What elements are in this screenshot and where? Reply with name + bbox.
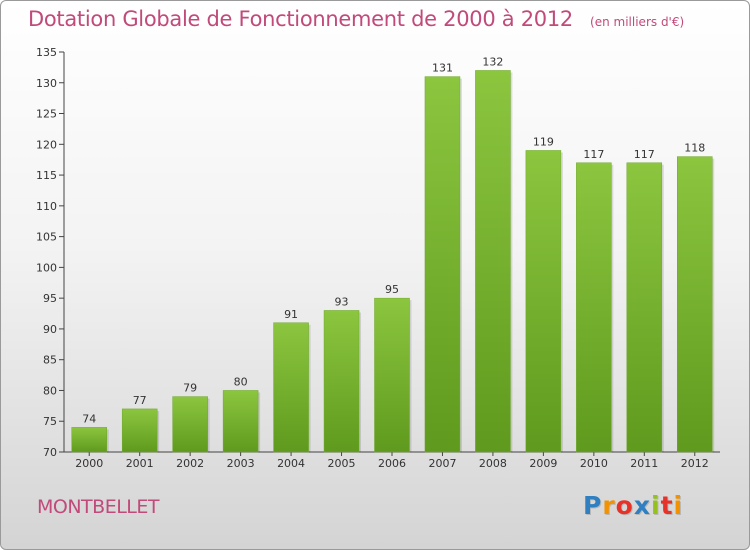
y-tick-label: 85 (43, 354, 57, 367)
bar (222, 390, 259, 453)
data-label: 117 (634, 148, 655, 161)
bar (475, 70, 511, 453)
logo-letter: t (660, 491, 674, 520)
x-tick-label: 2010 (580, 457, 608, 470)
x-tick-label: 2000 (75, 457, 103, 470)
data-label: 93 (335, 295, 349, 308)
x-tick-label: 2007 (428, 457, 456, 470)
logo-letter: r (602, 491, 616, 520)
proxiti-logo: Proxiti (583, 491, 683, 520)
data-label: 79 (183, 382, 197, 395)
x-tick-label: 2011 (630, 457, 658, 470)
y-tick-label: 115 (36, 169, 57, 182)
y-tick-label: 105 (36, 231, 57, 244)
x-tick-label: 2012 (681, 457, 709, 470)
logo-letter: x (633, 491, 651, 520)
x-tick-label: 2003 (227, 457, 255, 470)
bar (525, 150, 562, 453)
bar (121, 408, 158, 453)
logo-letter: P (583, 491, 603, 520)
x-tick-label: 2001 (126, 457, 154, 470)
y-tick-label: 120 (36, 138, 57, 151)
y-tick-label: 90 (43, 323, 57, 336)
y-tick-label: 80 (43, 384, 57, 397)
x-tick-label: 2005 (328, 457, 356, 470)
y-tick-label: 110 (36, 200, 57, 213)
bar (626, 162, 663, 453)
chart-subtitle: (en milliers d'€) (590, 15, 685, 29)
x-tick-label: 2004 (277, 457, 305, 470)
data-label: 91 (284, 308, 298, 321)
logo-letter: i (651, 491, 661, 520)
data-label: 119 (533, 135, 554, 148)
bar (374, 297, 410, 453)
data-label: 77 (133, 394, 147, 407)
y-tick-label: 125 (36, 108, 57, 121)
data-label: 118 (684, 142, 705, 155)
x-tick-label: 2006 (378, 457, 406, 470)
data-label: 131 (432, 62, 453, 75)
y-tick-label: 130 (36, 77, 57, 90)
logo-letter: i (673, 491, 684, 520)
x-tick-label: 2008 (479, 457, 507, 470)
data-label: 80 (234, 375, 248, 388)
bar (273, 322, 309, 453)
bar (576, 162, 612, 453)
y-tick-label: 75 (43, 415, 57, 428)
bar (677, 156, 713, 453)
x-tick-label: 2002 (176, 457, 204, 470)
title-row: Dotation Globale de Fonctionnement de 20… (28, 7, 684, 31)
data-label: 132 (482, 55, 503, 68)
bar (71, 427, 107, 453)
data-label: 117 (583, 148, 604, 161)
x-tick-label: 2009 (529, 457, 557, 470)
logo-letter: o (615, 491, 634, 520)
y-tick-label: 95 (43, 292, 57, 305)
commune-name: MONTBELLET (37, 496, 160, 518)
data-label: 95 (385, 283, 399, 296)
bar (424, 76, 461, 453)
bar (172, 396, 208, 453)
chart-title: Dotation Globale de Fonctionnement de 20… (28, 7, 573, 31)
y-tick-label: 135 (36, 46, 57, 59)
data-label: 74 (82, 412, 96, 425)
y-tick-label: 70 (43, 446, 57, 459)
bar (323, 310, 360, 453)
y-tick-label: 100 (36, 261, 57, 274)
